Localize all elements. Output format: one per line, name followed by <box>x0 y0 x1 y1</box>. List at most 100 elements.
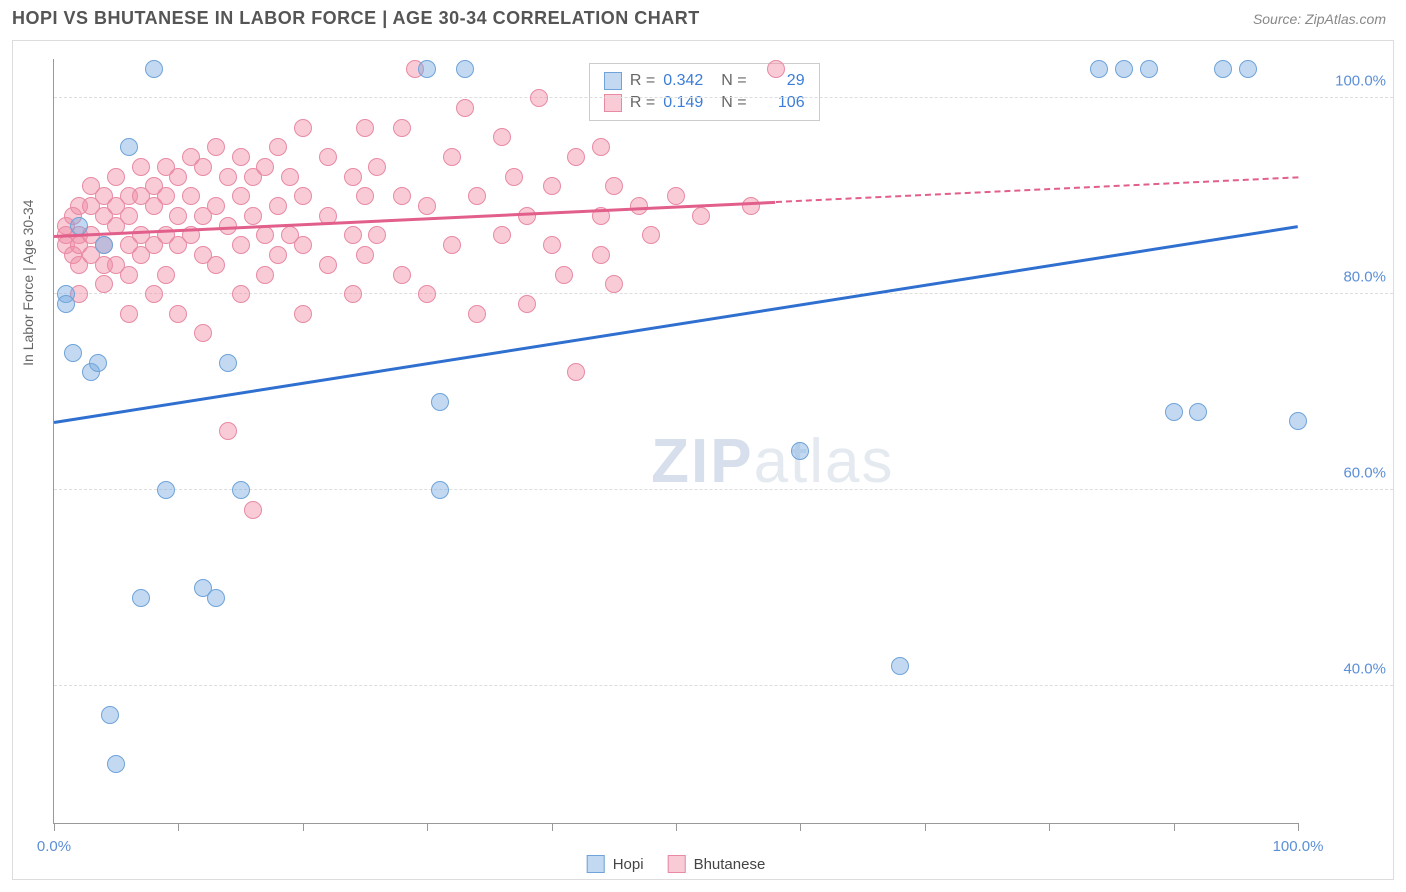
bhutanese-point <box>182 187 200 205</box>
gridline-h <box>54 293 1393 294</box>
hopi-point <box>95 236 113 254</box>
bhutanese-point <box>393 187 411 205</box>
bhutanese-point <box>244 207 262 225</box>
bhutanese-point <box>667 187 685 205</box>
hopi-point <box>1115 60 1133 78</box>
bhutanese-point <box>356 119 374 137</box>
hopi-point <box>456 60 474 78</box>
x-tick <box>1298 823 1299 831</box>
bhutanese-point <box>592 246 610 264</box>
bhutanese-point <box>493 128 511 146</box>
chart-container: In Labor Force | Age 30-34 ZIPatlas R =0… <box>12 40 1394 880</box>
bhutanese-point <box>294 305 312 323</box>
bhutanese-point <box>207 197 225 215</box>
hopi-point <box>219 354 237 372</box>
x-tick <box>800 823 801 831</box>
source-label: Source: ZipAtlas.com <box>1253 11 1386 27</box>
bhutanese-point <box>630 197 648 215</box>
bhutanese-point <box>157 266 175 284</box>
bhutanese-point <box>642 226 660 244</box>
bottom-legend: Hopi Bhutanese <box>587 855 766 873</box>
chart-title: HOPI VS BHUTANESE IN LABOR FORCE | AGE 3… <box>12 8 700 29</box>
hopi-point <box>64 344 82 362</box>
bhutanese-point <box>120 266 138 284</box>
x-tick-label: 100.0% <box>1273 838 1324 855</box>
x-tick <box>1049 823 1050 831</box>
bhutanese-point <box>256 226 274 244</box>
hopi-point <box>1189 403 1207 421</box>
stats-row: R =0.149N =106 <box>604 92 805 114</box>
hopi-point <box>145 60 163 78</box>
bhutanese-point <box>145 285 163 303</box>
bhutanese-point <box>767 60 785 78</box>
hopi-point <box>132 589 150 607</box>
stats-box: R =0.342N =29R =0.149N =106 <box>589 63 820 121</box>
legend-item: Bhutanese <box>668 855 766 873</box>
bhutanese-point <box>543 177 561 195</box>
hopi-point <box>157 481 175 499</box>
gridline-h <box>54 489 1393 490</box>
bhutanese-point <box>281 168 299 186</box>
hopi-point <box>1289 412 1307 430</box>
x-tick <box>303 823 304 831</box>
bhutanese-point <box>368 158 386 176</box>
bhutanese-point <box>418 197 436 215</box>
legend-label: Hopi <box>613 856 644 873</box>
legend-item: Hopi <box>587 855 644 873</box>
y-tick-label: 80.0% <box>1306 269 1386 286</box>
bhutanese-point <box>356 187 374 205</box>
bhutanese-point <box>344 226 362 244</box>
gridline-h <box>54 685 1393 686</box>
bhutanese-point <box>120 207 138 225</box>
hopi-point <box>1090 60 1108 78</box>
y-tick-label: 100.0% <box>1306 73 1386 90</box>
x-tick <box>676 823 677 831</box>
bhutanese-point <box>567 148 585 166</box>
legend-swatch <box>587 855 605 873</box>
hopi-point <box>232 481 250 499</box>
bhutanese-point <box>742 197 760 215</box>
bhutanese-point <box>518 295 536 313</box>
bhutanese-point <box>319 148 337 166</box>
bhutanese-point <box>518 207 536 225</box>
bhutanese-point <box>244 501 262 519</box>
bhutanese-point <box>256 158 274 176</box>
bhutanese-point <box>232 148 250 166</box>
bhutanese-point <box>530 89 548 107</box>
bhutanese-point <box>207 256 225 274</box>
bhutanese-point <box>95 275 113 293</box>
legend-label: Bhutanese <box>694 856 766 873</box>
hopi-point <box>891 657 909 675</box>
hopi-point <box>57 295 75 313</box>
bhutanese-point <box>468 305 486 323</box>
bhutanese-point <box>294 187 312 205</box>
bhutanese-point <box>456 99 474 117</box>
bhutanese-point <box>132 158 150 176</box>
bhutanese-point <box>169 305 187 323</box>
bhutanese-point <box>232 285 250 303</box>
y-tick-label: 60.0% <box>1306 464 1386 481</box>
plot-area: In Labor Force | Age 30-34 ZIPatlas R =0… <box>53 59 1298 824</box>
hopi-point <box>1165 403 1183 421</box>
bhutanese-point <box>468 187 486 205</box>
bhutanese-point <box>368 226 386 244</box>
bhutanese-point <box>120 305 138 323</box>
bhutanese-point <box>169 168 187 186</box>
bhutanese-point <box>443 236 461 254</box>
hopi-point <box>431 393 449 411</box>
bhutanese-point <box>418 285 436 303</box>
bhutanese-point <box>169 207 187 225</box>
stat-r-label: R = <box>630 72 655 90</box>
bhutanese-point <box>107 168 125 186</box>
bhutanese-point <box>232 187 250 205</box>
bhutanese-point <box>269 138 287 156</box>
y-tick-label: 40.0% <box>1306 660 1386 677</box>
bhutanese-point <box>393 119 411 137</box>
hopi-point <box>418 60 436 78</box>
bhutanese-point <box>157 187 175 205</box>
hopi-point <box>120 138 138 156</box>
bhutanese-point <box>567 363 585 381</box>
stat-n-label: N = <box>721 72 746 90</box>
hopi-point <box>1140 60 1158 78</box>
hopi-point <box>1214 60 1232 78</box>
